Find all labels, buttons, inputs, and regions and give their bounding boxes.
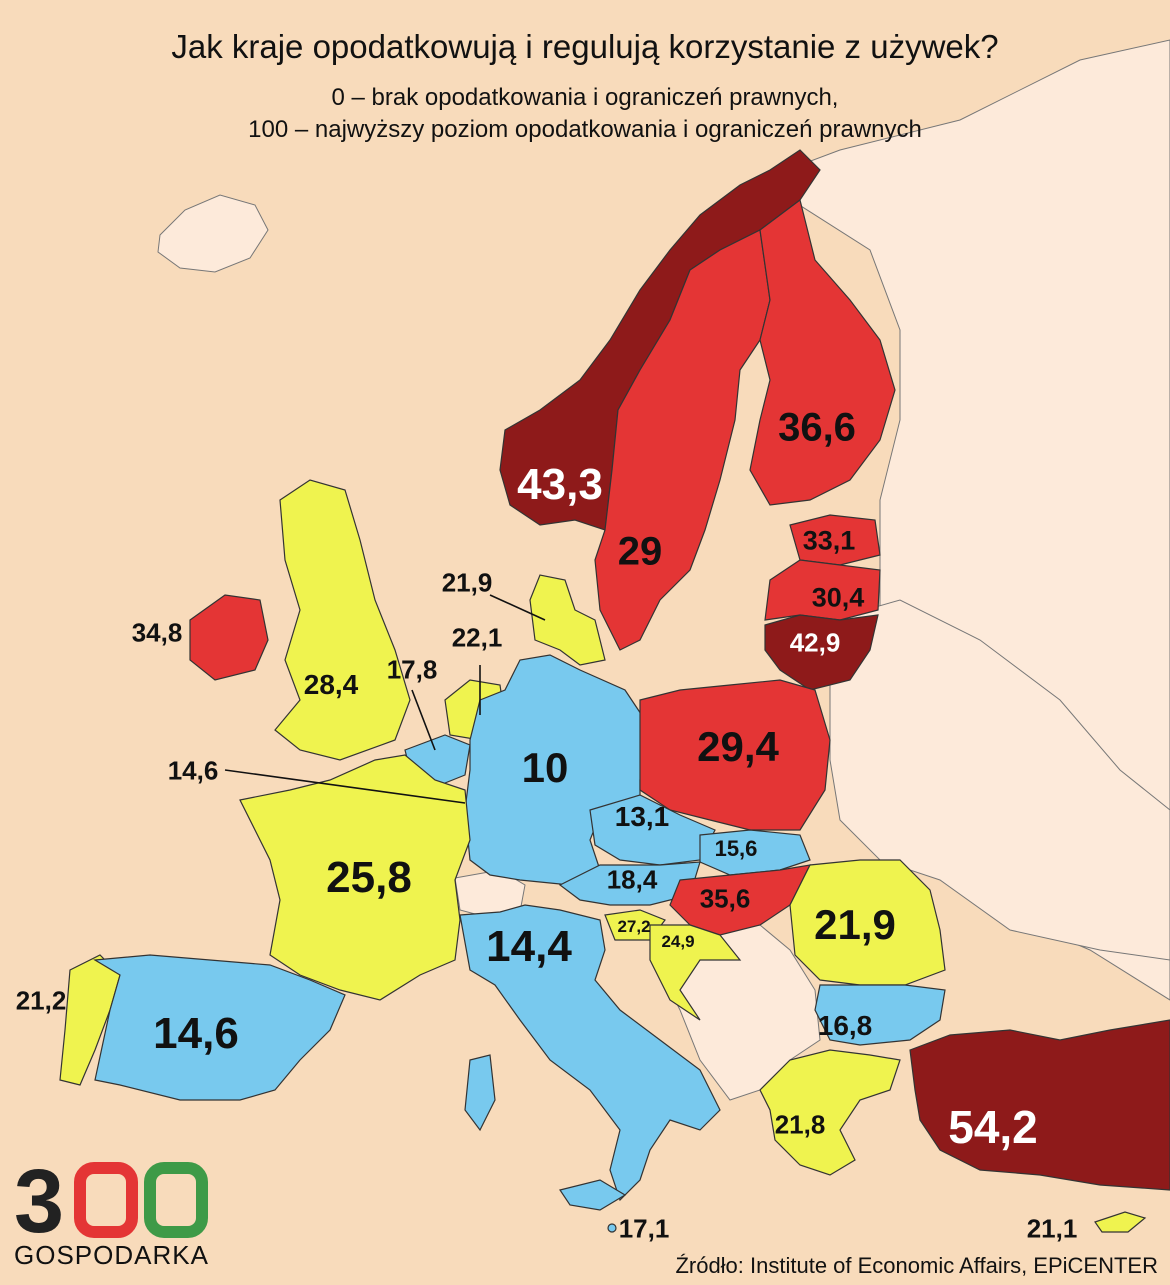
romania-shape: [789, 859, 946, 986]
label-malta: 17,1: [618, 1213, 670, 1244]
label-greece: 21,8: [774, 1109, 826, 1140]
spain-shape: [93, 954, 346, 1101]
cyprus-shape: [1094, 1211, 1147, 1233]
label-romania: 21,9: [814, 901, 896, 948]
label-hungary: 35,6: [699, 883, 751, 914]
label-austria: 18,4: [606, 864, 658, 895]
leader-denmark: [489, 594, 546, 621]
label-sweden: 29: [617, 529, 663, 574]
label-belgium: 17,8: [386, 654, 438, 685]
sicily-shape: [559, 1179, 627, 1211]
label-poland: 29,4: [697, 723, 779, 770]
greece-shape: [759, 1049, 901, 1176]
label-france: 25,8: [326, 853, 412, 902]
italy-shape: [459, 904, 721, 1202]
leader-luxembourg: [224, 769, 466, 804]
logo-300: 3: [14, 1152, 208, 1252]
uk-shape: [274, 479, 411, 761]
ireland-shape: [189, 594, 269, 681]
svg-text:3: 3: [14, 1152, 64, 1252]
latvia-shape: [764, 559, 881, 621]
label-croatia: 24,9: [661, 932, 695, 951]
label-latvia: 30,4: [811, 582, 865, 613]
france-shape: [239, 754, 471, 1001]
label-luxembourg: 14,6: [167, 755, 219, 786]
label-portugal: 21,2: [15, 985, 67, 1016]
label-cyprus: 21,1: [1026, 1213, 1078, 1244]
label-finland: 36,6: [778, 405, 856, 450]
denmark-shape: [529, 574, 606, 666]
label-lithuania: 42,9: [789, 627, 841, 658]
logo-text: GOSPODARKA: [14, 1240, 209, 1270]
leader-belgium: [411, 689, 436, 751]
hungary-shape: [669, 864, 812, 936]
malta-shape: [607, 1223, 617, 1233]
label-czechia: 13,1: [614, 801, 670, 832]
subtitle-line1: 0 – brak opodatkowania i ograniczeń praw…: [331, 84, 839, 111]
bulgaria-shape: [814, 984, 946, 1046]
subtitle-line2: 100 – najwyższy poziom opodatkowania i o…: [248, 116, 922, 143]
finland-shape: [749, 198, 896, 506]
sardinia-shape: [464, 1054, 496, 1132]
label-slovakia: 15,6: [714, 836, 758, 861]
label-estonia: 33,1: [802, 525, 856, 556]
belarus-ukraine: [829, 599, 1170, 961]
label-uk: 28,4: [303, 669, 359, 700]
label-bulgaria: 16,8: [817, 1010, 873, 1041]
source-note: Źródło: Institute of Economic Affairs, E…: [675, 1253, 1158, 1278]
label-germany: 10: [521, 744, 569, 791]
label-spain: 14,6: [153, 1009, 239, 1058]
turkey-shape: [909, 1019, 1170, 1191]
label-ireland: 34,8: [131, 617, 183, 648]
label-netherlands: 22,1: [451, 622, 503, 653]
label-norway: 43,3: [517, 460, 603, 509]
sweden-shape: [594, 229, 771, 651]
croatia-shape: [649, 924, 742, 1021]
label-denmark: 21,9: [441, 567, 493, 598]
lithuania-shape: [764, 614, 879, 691]
slovakia-shape: [699, 829, 811, 876]
page-title: Jak kraje opodatkowują i regulują korzys…: [171, 28, 999, 65]
iceland: [157, 194, 269, 273]
label-italy: 14,4: [486, 922, 572, 971]
label-turkey: 54,2: [948, 1101, 1038, 1153]
label-slovenia: 27,2: [617, 917, 651, 936]
